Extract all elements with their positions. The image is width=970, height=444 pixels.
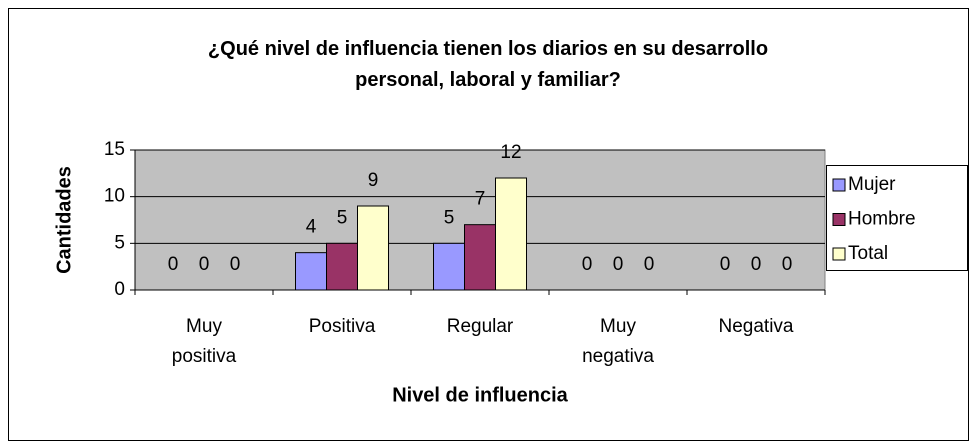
x-tick-label: Muy positiva xyxy=(171,316,237,367)
legend-label: Mujer xyxy=(848,174,896,195)
value-label: 0 xyxy=(644,254,655,275)
x-tick-label: Regular xyxy=(446,316,514,337)
bar xyxy=(295,252,327,291)
legend-swatch xyxy=(832,213,846,226)
y-tick-label: 0 xyxy=(114,279,125,300)
value-label: 0 xyxy=(582,254,593,275)
legend-label: Hombre xyxy=(848,209,916,230)
bar xyxy=(326,242,358,291)
legend-label: Total xyxy=(848,243,888,264)
value-label: 4 xyxy=(306,217,317,238)
value-label: 9 xyxy=(368,170,379,191)
value-label: 0 xyxy=(613,254,624,275)
y-tick-label: 15 xyxy=(104,139,125,160)
legend-swatch xyxy=(832,247,846,261)
value-label: 0 xyxy=(199,254,210,275)
value-label: 12 xyxy=(500,142,521,163)
value-label: 0 xyxy=(782,254,793,275)
y-tick-label: 5 xyxy=(114,232,125,253)
value-label: 5 xyxy=(444,207,455,228)
value-label: 0 xyxy=(230,254,241,275)
y-tick-label: 10 xyxy=(104,186,125,207)
legend-swatch xyxy=(832,178,846,192)
x-tick-label: Negativa xyxy=(718,316,794,337)
bar xyxy=(464,224,496,291)
value-label: 0 xyxy=(168,254,179,275)
x-tick-label: Muy negativa xyxy=(582,316,654,367)
value-label: 5 xyxy=(337,207,348,228)
value-label: 0 xyxy=(720,254,731,275)
chart-title: ¿Qué nivel de influencia tienen los diar… xyxy=(207,38,769,91)
bar xyxy=(433,242,465,291)
bar xyxy=(495,177,527,291)
value-label: 7 xyxy=(475,189,486,210)
legend-box xyxy=(826,165,968,271)
x-tick-label: Positiva xyxy=(308,316,376,337)
bar xyxy=(357,205,389,291)
y-axis-label: Cantidades xyxy=(53,166,75,274)
value-label: 0 xyxy=(751,254,762,275)
x-axis-label: Nivel de influencia xyxy=(392,384,568,406)
